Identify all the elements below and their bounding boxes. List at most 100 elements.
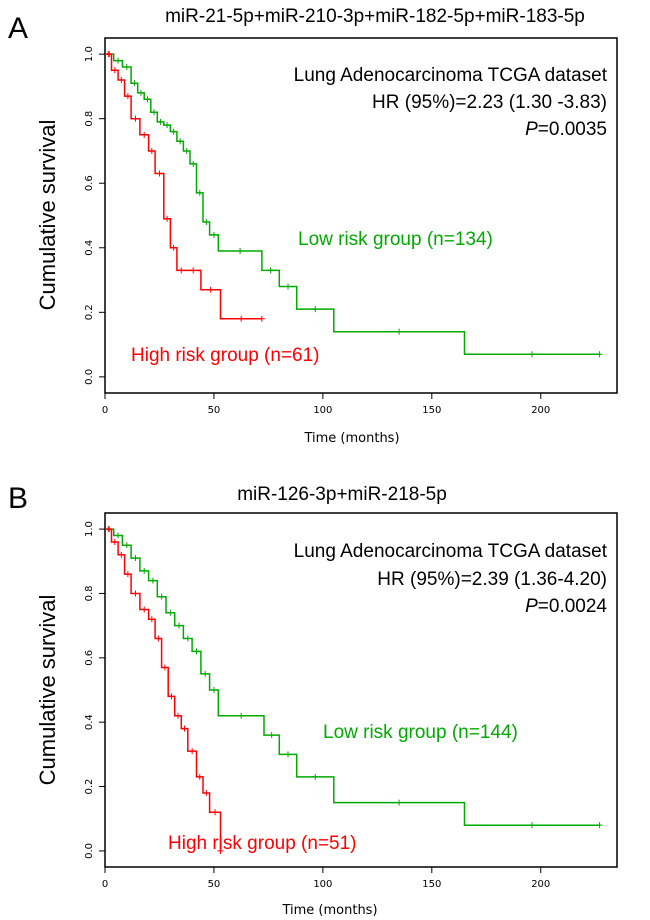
- censor-mark: [176, 622, 183, 629]
- x-ticks: 0 50 100 150 200: [102, 867, 550, 890]
- x-axis-label: Time (months): [281, 903, 377, 918]
- censor-mark: [132, 115, 139, 122]
- censor-mark: [212, 809, 219, 816]
- dataset-label: Lung Adenocarcinoma TCGA dataset: [294, 65, 608, 86]
- censor-mark: [124, 571, 131, 578]
- censor-mark: [189, 748, 196, 755]
- survival-curves: [105, 526, 603, 854]
- censor-mark: [124, 93, 131, 100]
- chart-title: miR-21-5p+miR-210-3p+miR-182-5p+miR-183-…: [165, 6, 585, 27]
- censor-mark: [157, 118, 164, 125]
- censor-mark: [396, 799, 403, 806]
- y-tick-label: 0.0: [84, 369, 95, 385]
- x-tick-label: 150: [422, 879, 441, 890]
- hazard-ratio-label: HR (95%)=2.23 (1.30 -3.83): [372, 92, 607, 113]
- censor-mark: [529, 822, 536, 829]
- x-tick-label: 0: [102, 879, 108, 890]
- censor-mark: [181, 725, 188, 732]
- censor-mark: [196, 189, 203, 196]
- p-value: =0.0024: [538, 596, 608, 617]
- censor-mark: [111, 67, 118, 74]
- censor-mark: [111, 538, 118, 545]
- censor-mark: [596, 822, 603, 829]
- censor-mark: [115, 532, 122, 539]
- censor-mark: [132, 590, 139, 597]
- censor-mark: [161, 664, 168, 671]
- p-value-label: P=0.0035: [525, 119, 607, 140]
- y-tick-label: 0.4: [84, 240, 95, 256]
- x-axis-label: Time (months): [303, 431, 399, 446]
- censor-mark: [167, 609, 174, 616]
- y-ticks: 0.0 0.2 0.4 0.6 0.8 1.0: [84, 521, 105, 859]
- y-tick-label: 0.8: [84, 586, 95, 602]
- censor-mark: [285, 283, 292, 290]
- high-risk-curve: [105, 53, 262, 320]
- censor-mark: [237, 248, 244, 254]
- high-risk-label: High risk group (n=51): [168, 833, 357, 854]
- y-axis-label: Cumulative survival: [35, 595, 60, 786]
- censor-mark: [123, 64, 130, 71]
- p-symbol: P: [525, 596, 538, 617]
- chart-title: miR-126-3p+miR-218-5p: [237, 484, 447, 505]
- x-tick-label: 50: [208, 405, 221, 416]
- x-tick-label: 200: [531, 879, 550, 890]
- censor-mark: [118, 76, 125, 83]
- y-tick-label: 1.0: [84, 46, 95, 62]
- y-tick-label: 0.2: [84, 304, 95, 320]
- panel-letter-b: B: [8, 482, 28, 515]
- x-tick-label: 200: [531, 405, 550, 416]
- p-value-label: P=0.0024: [525, 596, 607, 617]
- censor-mark: [141, 567, 148, 574]
- y-tick-label: 0.8: [84, 111, 95, 127]
- censor-mark: [132, 555, 139, 562]
- censor-mark: [148, 616, 155, 623]
- censor-mark: [190, 267, 197, 274]
- x-tick-label: 100: [313, 879, 332, 890]
- high-risk-label: High risk group (n=61): [131, 345, 320, 366]
- censor-mark: [174, 712, 181, 719]
- censor-mark: [144, 96, 151, 103]
- censor-mark: [168, 693, 175, 700]
- censor-mark: [193, 648, 200, 655]
- censor-mark: [202, 670, 209, 677]
- censor-mark: [268, 732, 275, 739]
- censor-mark: [164, 122, 171, 129]
- censor-mark: [210, 231, 217, 238]
- low-risk-curve: [105, 53, 600, 356]
- survival-curves: [105, 51, 603, 358]
- panel-b: B miR-126-3p+miR-218-5p Cumulative survi…: [8, 482, 618, 918]
- censor-mark: [238, 712, 245, 719]
- y-tick-label: 0.4: [84, 714, 95, 730]
- plot-frame: [104, 512, 618, 868]
- censor-mark: [196, 773, 203, 780]
- censor-mark: [151, 109, 158, 116]
- censor-mark: [203, 789, 210, 796]
- censor-mark: [312, 773, 319, 780]
- censor-mark: [141, 131, 148, 138]
- y-tick-label: 0.0: [84, 843, 95, 859]
- censor-mark: [596, 351, 603, 358]
- high-risk-curve: [105, 528, 222, 851]
- censor-mark: [156, 170, 163, 177]
- low-risk-label: Low risk group (n=144): [323, 722, 518, 743]
- y-tick-label: 0.6: [84, 650, 95, 666]
- censor-mark: [105, 526, 112, 533]
- censor-mark: [170, 244, 177, 251]
- y-tick-label: 0.2: [84, 779, 95, 795]
- x-tick-label: 0: [102, 405, 108, 416]
- x-ticks: 0 50 100 150 200: [102, 393, 550, 416]
- censor-mark: [137, 89, 144, 96]
- censor-mark: [258, 315, 265, 322]
- censor-mark: [149, 577, 156, 584]
- censor-mark: [123, 542, 130, 549]
- censor-mark: [285, 751, 292, 758]
- x-tick-label: 100: [313, 405, 332, 416]
- y-tick-label: 1.0: [84, 521, 95, 537]
- censor-mark: [164, 215, 171, 222]
- censor-mark: [148, 147, 155, 154]
- censor-mark: [177, 138, 184, 145]
- y-ticks: 0.0 0.2 0.4 0.6 0.8 1.0: [84, 46, 105, 385]
- censor-mark: [170, 128, 177, 135]
- censor-mark: [312, 306, 319, 313]
- censor-mark: [178, 267, 185, 274]
